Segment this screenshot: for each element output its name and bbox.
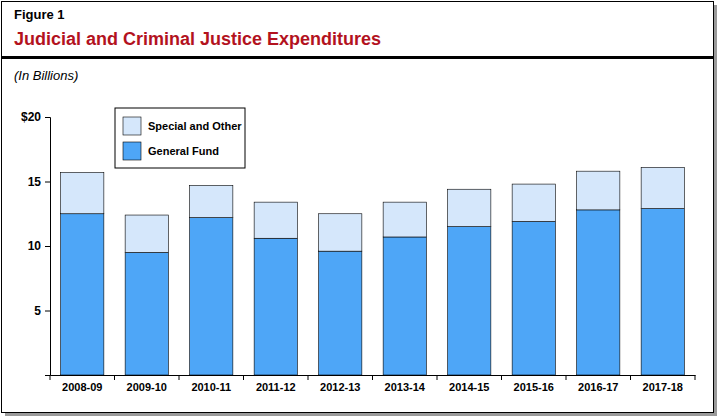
- y-tick: $20: [21, 110, 50, 124]
- bar: [254, 238, 297, 375]
- y-tick-label: $20: [21, 110, 41, 124]
- bar: [254, 202, 297, 238]
- bar: [512, 221, 555, 375]
- y-tick-label: 10: [28, 239, 42, 253]
- bar: [125, 252, 168, 375]
- bar: [448, 189, 491, 226]
- x-tick-label: 2017-18: [643, 381, 683, 393]
- bar: [61, 172, 104, 213]
- bar: [319, 214, 362, 251]
- x-separator: [372, 375, 373, 380]
- y-tick-mark: [45, 117, 50, 118]
- x-separator: [566, 375, 567, 380]
- bar: [319, 251, 362, 375]
- bar: [577, 171, 620, 210]
- x-tick-label: 2016-17: [578, 381, 618, 393]
- legend-label: Special and Other: [148, 120, 242, 132]
- subtitle: (In Billions): [14, 68, 78, 83]
- bar: [641, 209, 684, 375]
- legend-box: [115, 108, 245, 168]
- x-tick-label: 2009-10: [127, 381, 167, 393]
- series: [61, 167, 685, 252]
- x-separator: [695, 375, 696, 380]
- legend-swatch: [123, 117, 141, 135]
- chart: Figure 1 Judicial and Criminal Justice Ex…: [0, 0, 721, 420]
- x-tick: 2016-17: [578, 375, 618, 393]
- y-tick: 10: [28, 239, 50, 253]
- bar: [641, 167, 684, 208]
- x-separator: [501, 375, 502, 380]
- legend-swatch: [123, 142, 141, 160]
- y-axis-line: [45, 118, 51, 376]
- bar: [61, 214, 104, 375]
- title: Judicial and Criminal Justice Expenditur…: [14, 29, 381, 49]
- bar: [448, 227, 491, 375]
- x-tick: 2015-16: [514, 375, 554, 393]
- x-separator: [114, 375, 115, 380]
- bars: [61, 167, 685, 375]
- x-tick: 2010-11: [191, 375, 231, 393]
- series: [61, 209, 685, 375]
- legend: Special and Other General Fund: [115, 108, 245, 168]
- bar: [190, 185, 233, 217]
- y-tick-mark: [45, 311, 50, 312]
- bar: [577, 210, 620, 375]
- x-tick-label: 2015-16: [514, 381, 554, 393]
- x-tick: 2012-13: [320, 375, 360, 393]
- figure-label: Figure 1: [14, 7, 65, 22]
- bar: [383, 202, 426, 237]
- bar: [383, 237, 426, 375]
- header-rule: [2, 56, 713, 59]
- y-tick: 15: [28, 175, 50, 189]
- x-tick: 2017-18: [643, 375, 683, 393]
- x-separator: [308, 375, 309, 380]
- x-tick-label: 2008-09: [62, 381, 102, 393]
- y-tick-label: 15: [28, 175, 42, 189]
- y-axis: 5 10 15 $20: [21, 110, 51, 375]
- x-separator: [50, 375, 51, 380]
- x-tick-label: 2010-11: [191, 381, 231, 393]
- x-tick-label: 2014-15: [449, 381, 489, 393]
- legend-label: General Fund: [148, 145, 219, 157]
- y-tick-mark: [45, 182, 50, 183]
- x-tick: 2008-09: [62, 375, 102, 393]
- bar: [512, 184, 555, 221]
- frame: [2, 2, 714, 413]
- bar: [190, 218, 233, 375]
- x-tick: 2011-12: [256, 375, 296, 393]
- x-tick: 2013-14: [385, 375, 426, 393]
- y-tick-label: 5: [34, 304, 41, 318]
- x-separator: [243, 375, 244, 380]
- x-separator: [179, 375, 180, 380]
- y-tick-mark: [45, 246, 50, 247]
- x-tick-label: 2011-12: [256, 381, 296, 393]
- x-separator: [630, 375, 631, 380]
- x-tick-label: 2013-14: [385, 381, 426, 393]
- bar: [125, 215, 168, 252]
- x-axis: 2008-09 2009-10 2010-11 2011-12 2012-13 2013-…: [51, 375, 696, 393]
- x-tick: 2014-15: [449, 375, 489, 393]
- x-separator: [437, 375, 438, 380]
- x-tick: 2009-10: [127, 375, 167, 393]
- x-tick-label: 2012-13: [320, 381, 360, 393]
- y-tick: 5: [34, 304, 50, 318]
